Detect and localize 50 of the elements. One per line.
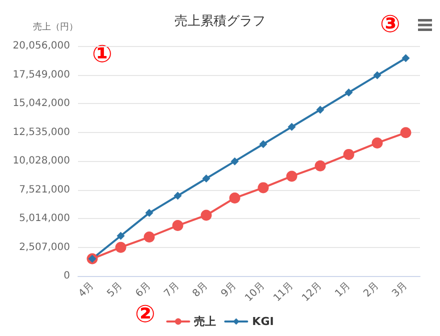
y-axis-title: 売上（円） [33, 22, 78, 32]
point [316, 106, 324, 114]
y-tick-label: 2,507,000 [19, 242, 70, 253]
x-tick-label: 1月 [333, 280, 353, 300]
point [400, 127, 412, 138]
y-tick-label: 7,521,000 [19, 184, 70, 196]
y-tick-label: 10,028,000 [12, 156, 70, 166]
x-tick-label: 12月 [300, 280, 324, 304]
text: ② [135, 300, 156, 328]
annotation: ① [92, 40, 112, 68]
text: ③ [380, 10, 400, 38]
point [115, 242, 126, 253]
point [145, 208, 154, 217]
point [172, 220, 184, 232]
y-tick-label: 5,014,000 [19, 213, 70, 224]
x-tick-label: 11月 [272, 280, 296, 304]
y-tick-label: 15,042,000 [12, 98, 70, 109]
point [343, 148, 354, 160]
x-tick-label: 9月 [219, 280, 239, 300]
point [286, 170, 298, 182]
x-tick-label: 5月 [105, 280, 125, 300]
point [200, 210, 212, 221]
point [259, 140, 268, 148]
point [372, 137, 383, 148]
point [202, 174, 210, 183]
point [230, 157, 239, 166]
chart-title: 売上累積グラフ [174, 14, 266, 29]
x-tick-label: 4月 [76, 280, 96, 300]
x-tick-label: 10月 [243, 280, 268, 304]
point [344, 88, 353, 97]
y-tick-label: 12,535,000 [12, 126, 70, 138]
x-tick-label: 3月 [390, 280, 410, 300]
y-tick-label: 17,549,000 [12, 69, 70, 80]
point [174, 192, 182, 200]
point [116, 232, 125, 240]
y-tick-label: 20,056,000 [12, 40, 70, 52]
point [144, 232, 155, 243]
x-tick-label: 2月 [362, 280, 382, 300]
point [314, 160, 326, 172]
point [258, 182, 269, 194]
point [229, 192, 240, 204]
point [288, 122, 296, 131]
x-tick-label: 8月 [190, 280, 210, 300]
y-tick-label: 0 [64, 270, 70, 282]
point [373, 71, 382, 80]
legend-label: KGI [252, 315, 274, 328]
x-tick-label: 6月 [134, 280, 154, 300]
x-tick-label: 7月 [162, 280, 182, 300]
point [402, 54, 410, 62]
legend-label: 売上 [194, 315, 216, 328]
